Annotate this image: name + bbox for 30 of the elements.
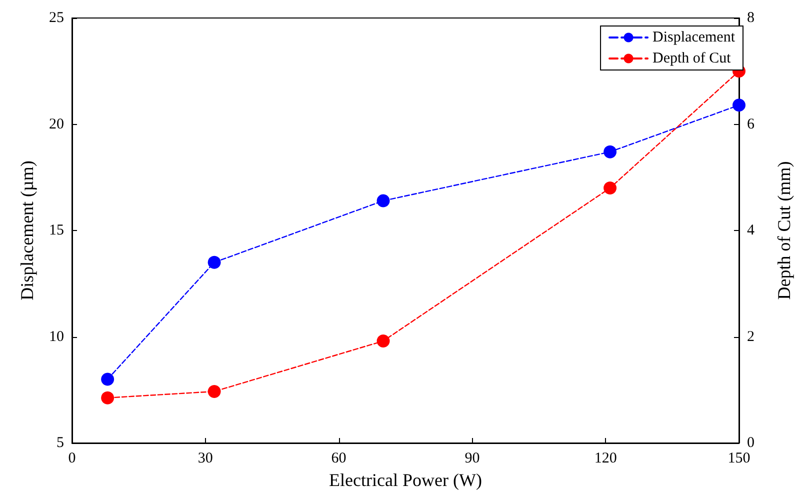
y-tick-label: 20 — [49, 116, 64, 132]
x-tick-label: 60 — [331, 450, 346, 466]
y-axis-title: Displacement (µm) — [17, 160, 37, 300]
x-tick-label: 0 — [68, 450, 76, 466]
point — [208, 256, 221, 269]
y-tick-label: 25 — [49, 10, 64, 26]
x-tick-label: 150 — [728, 450, 750, 466]
point — [732, 98, 746, 112]
point — [101, 391, 114, 404]
point — [604, 145, 617, 158]
point — [604, 182, 617, 194]
y2-tick-label: 6 — [747, 116, 755, 132]
y-tick-label: 5 — [56, 435, 64, 451]
point — [101, 372, 114, 386]
point — [376, 194, 390, 208]
y2-tick-label: 4 — [747, 222, 755, 238]
x-tick-label: 120 — [594, 450, 617, 466]
y-tick-label: 10 — [49, 328, 64, 345]
legend-label: Displacement — [652, 30, 736, 46]
y2-axis-title: Depth of Cut (mm) — [774, 161, 794, 300]
y2-tick-label: 0 — [747, 435, 754, 451]
point — [376, 334, 390, 348]
x-tick-label: 30 — [198, 450, 213, 466]
y2-tick-label: 2 — [747, 328, 754, 345]
point — [208, 384, 221, 398]
y-tick-label: 15 — [49, 222, 64, 238]
x-tick-label: 90 — [464, 450, 480, 466]
x-axis-title: Electrical Power (W) — [329, 470, 482, 490]
y2-tick-label: 8 — [747, 10, 754, 26]
legend-label: Depth of Cut — [652, 50, 732, 66]
